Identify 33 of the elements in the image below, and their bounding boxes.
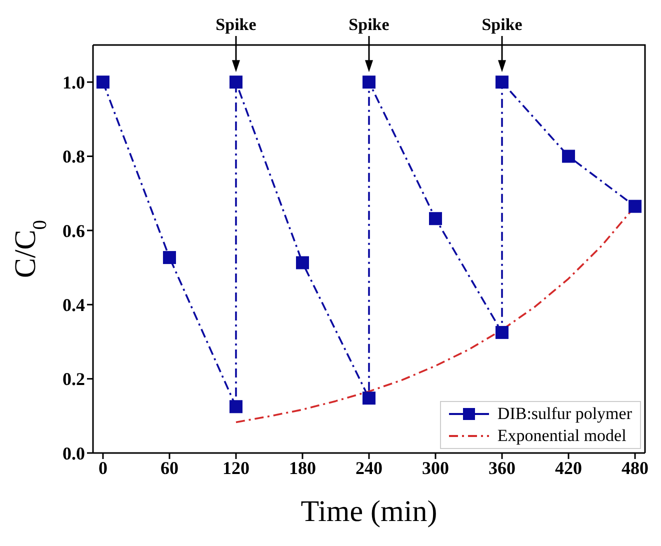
y-tick-label: 0.8 <box>62 146 85 167</box>
x-tick-label: 0 <box>98 458 108 478</box>
y-tick-label: 0.2 <box>62 369 85 390</box>
annotation: Spike <box>348 15 390 34</box>
x-tick-label: 480 <box>622 458 649 478</box>
point <box>229 400 242 414</box>
point <box>496 76 509 89</box>
point <box>362 392 376 405</box>
point <box>296 256 309 270</box>
annotation: Spike <box>216 15 257 34</box>
x-axis-title: Time (min) <box>300 495 438 528</box>
y-tick-label: 0.4 <box>62 295 85 316</box>
point <box>562 150 576 163</box>
point <box>362 76 376 89</box>
y-tick-label: 1.0 <box>62 72 85 92</box>
x-tick-label: 420 <box>555 458 582 478</box>
point <box>229 76 242 89</box>
point <box>162 251 176 264</box>
legend-label: Exponential model <box>497 425 626 447</box>
annotation: Spike <box>482 15 523 34</box>
x-tick-label: 240 <box>356 458 382 478</box>
x-tick-label: 360 <box>488 458 516 478</box>
point <box>496 326 509 339</box>
x-tick-label: 120 <box>222 458 250 478</box>
x-tick-label: 180 <box>288 458 316 478</box>
y-tick-label: 0.0 <box>62 443 85 464</box>
point <box>96 76 110 89</box>
y-tick-label: 0.6 <box>62 220 85 241</box>
point <box>628 200 642 213</box>
point <box>429 212 442 226</box>
legend-label: DIB:sulfur polymer <box>497 403 632 425</box>
x-tick-label: 300 <box>422 458 450 478</box>
x-tick-label: 60 <box>160 458 178 478</box>
